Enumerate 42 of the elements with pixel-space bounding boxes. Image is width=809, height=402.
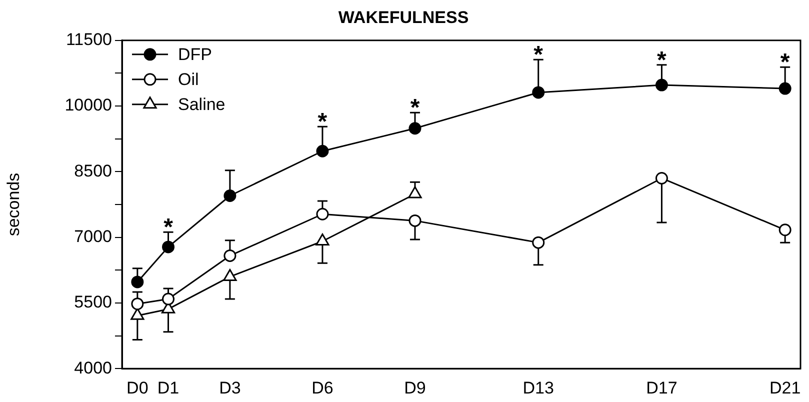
y-tick-label: 5500 [74,292,112,312]
point [131,298,144,310]
point [224,190,236,202]
point [655,172,668,184]
point [532,236,545,249]
point [655,78,668,92]
annotation: * [318,108,328,136]
y-tick-label: 4000 [74,358,112,378]
annotation: * [534,42,544,69]
x-tick-label: D3 [219,378,241,398]
point [778,224,792,236]
point [532,86,545,99]
annotation: * [410,94,420,122]
point [131,276,144,288]
point [408,214,422,227]
x-tick-label: D13 [522,378,554,398]
y-axis-title: seconds [4,172,23,236]
point [162,292,175,306]
x-tick-label: D0 [126,378,148,398]
x-tick-label: D9 [404,378,426,398]
legend-label: Oil [178,70,199,90]
x-tick-label: D17 [646,378,678,398]
annotation: * [780,49,790,76]
x-tick-label: D21 [769,378,801,398]
point [778,82,792,95]
y-tick-label: 8500 [74,161,112,180]
x-tick-label: D1 [157,378,180,398]
point [162,240,175,254]
chart-title: WAKEFULNESS [338,8,469,27]
x-tick-label: D6 [312,378,334,398]
point [224,249,236,262]
annotation: * [164,214,174,242]
point [316,234,330,246]
legend-label: DFP [178,45,212,64]
point [408,122,422,135]
point [316,144,329,158]
legend-label: Saline [178,95,226,114]
y-tick-label: 7000 [74,227,112,246]
annotation: * [657,46,668,74]
point [316,208,329,220]
y-tick-label: 10000 [64,96,112,115]
y-tick-label: 11500 [66,30,112,50]
